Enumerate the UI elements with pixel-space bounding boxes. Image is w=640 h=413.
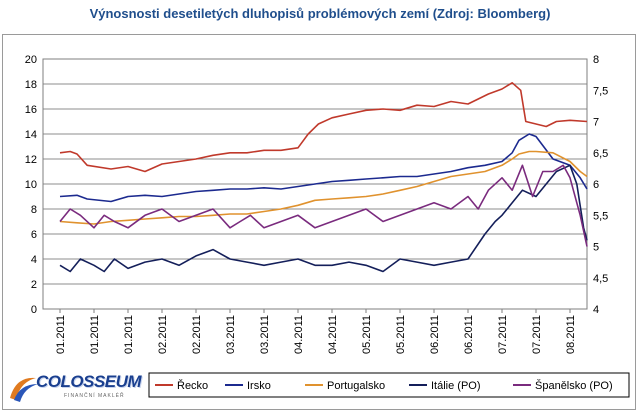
x-tick-label: 05.2011 — [361, 315, 373, 354]
right-axis: 4 4,5 5 5,5 6 6,5 7 7,5 8 — [593, 54, 608, 316]
x-tick-label: 01.2011 — [55, 315, 67, 354]
right-tick-label: 4,5 — [593, 273, 608, 285]
logo-wordmark: COLOSSEUM — [36, 372, 142, 391]
right-tick-label: 6 — [593, 179, 599, 191]
x-tick-label: 01.2011 — [89, 315, 101, 354]
right-tick-label: 7 — [593, 117, 599, 129]
legend-label: Portugalsko — [327, 380, 385, 392]
plot-area — [42, 58, 588, 310]
right-tick-label: 8 — [593, 54, 599, 66]
swoosh-icon — [10, 377, 38, 402]
x-tick-label: 03.2011 — [225, 315, 237, 354]
x-tick-label: 02.2011 — [157, 315, 169, 354]
left-tick-label: 4 — [31, 254, 37, 266]
left-tick-label: 20 — [25, 54, 37, 66]
series-line — [59, 133, 588, 203]
left-tick-label: 10 — [25, 179, 37, 191]
left-tick-label: 14 — [25, 129, 37, 141]
logo-tagline: FINANČNÍ MAKLÉŘ — [64, 393, 125, 399]
left-tick-label: 18 — [25, 79, 37, 91]
left-tick-label: 2 — [31, 279, 37, 291]
x-tick-label: 04.2011 — [327, 315, 339, 354]
left-tick-label: 0 — [31, 304, 37, 316]
series-line — [59, 81, 588, 173]
x-tick-label: 08.2011 — [565, 315, 577, 354]
series-line — [59, 164, 588, 273]
x-tick-label: 06.2011 — [463, 315, 475, 354]
x-tick-label: 05.2011 — [395, 315, 407, 354]
right-tick-label: 6,5 — [593, 148, 608, 160]
legend-label: Irsko — [247, 380, 271, 392]
right-tick-label: 7,5 — [593, 85, 608, 97]
series-line — [59, 164, 588, 247]
x-tick-label: 04.2011 — [293, 315, 305, 354]
right-tick-label: 5,5 — [593, 210, 608, 222]
right-tick-label: 4 — [593, 304, 599, 316]
left-axis: 0 2 4 6 8 10 12 14 16 18 20 — [25, 54, 37, 316]
x-tick-label: 01.2011 — [123, 315, 135, 354]
legend-label: Itálie (PO) — [431, 380, 481, 392]
colosseum-logo: COLOSSEUM FINANČNÍ MAKLÉŘ — [6, 370, 142, 408]
x-tick-label: 02.2011 — [191, 315, 203, 354]
x-tick-label: 03.2011 — [259, 315, 271, 354]
right-tick-label: 5 — [593, 242, 599, 254]
left-tick-label: 12 — [25, 154, 37, 166]
chart-frame: 0 2 4 6 8 10 12 14 16 18 20 4 4,5 5 5,5 6 6,5 7 7,5 8 01.2… — [2, 34, 636, 410]
series-line — [59, 150, 588, 225]
left-tick-label: 8 — [31, 204, 37, 216]
left-tick-label: 6 — [31, 229, 37, 241]
legend-label: Španělsko (PO) — [535, 379, 613, 392]
legend-label: Řecko — [177, 379, 208, 392]
legend: Řecko Irsko Portugalsko Itálie (PO) Španělsk… — [155, 379, 613, 392]
x-tick-label: 07.2011 — [497, 315, 509, 354]
x-tick-label: 06.2011 — [429, 315, 441, 354]
series-lines — [59, 81, 588, 273]
left-tick-label: 16 — [25, 104, 37, 116]
line-chart: 0 2 4 6 8 10 12 14 16 18 20 4 4,5 5 5,5 6 6,5 7 7,5 8 01.2… — [25, 54, 630, 398]
x-tick-label: 07.2011 — [531, 315, 543, 354]
chart-title: Výnosnosti desetiletých dluhopisů problé… — [89, 6, 551, 21]
x-axis: 01.2011 01.2011 01.2011 02.2011 02.2011 03.20… — [55, 309, 577, 354]
